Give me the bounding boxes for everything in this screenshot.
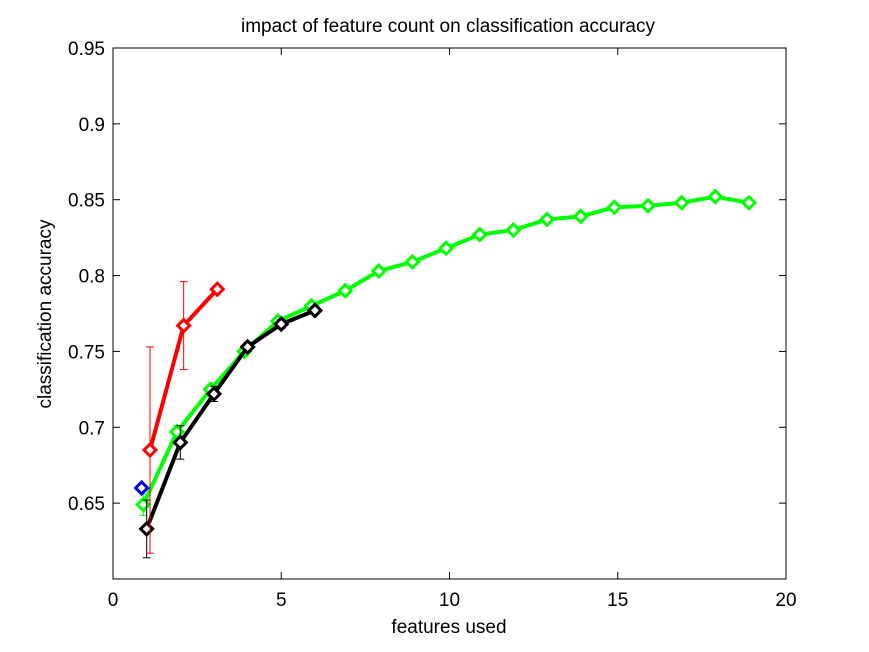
x-axis: 0 5 10 15 20 [108,48,797,611]
data-point-marker [370,262,387,280]
x-tick-label: 0 [108,590,119,611]
y-axis-label: classification accuracy [35,219,56,409]
y-tick-label: 0.65 [68,494,105,515]
data-point-marker [538,211,556,228]
series-layer [133,188,758,559]
y-axis: 0.65 0.7 0.75 0.8 0.85 0.9 0.95 [68,39,786,515]
y-tick-label: 0.9 [79,115,105,136]
data-point-marker [172,434,189,451]
y-tick-label: 0.95 [68,39,105,60]
data-point-marker [273,315,290,333]
data-point-marker [707,188,724,205]
y-tick-label: 0.8 [79,267,105,288]
data-point-marker [740,194,758,211]
plot-area [112,47,787,580]
x-tick-label: 10 [439,590,460,611]
data-point-marker [471,226,488,243]
data-point-marker [639,197,657,214]
data-point-marker [239,338,256,355]
data-point-marker [438,240,455,257]
data-point-marker [205,385,223,403]
x-tick-label: 15 [607,590,628,611]
y-tick-label: 0.7 [79,418,105,439]
y-tick-label: 0.85 [68,191,105,212]
x-tick-label: 20 [775,590,796,611]
chart-title: impact of feature count on classificatio… [241,16,655,37]
x-tick-label: 5 [276,590,287,611]
data-point-marker [209,281,226,298]
series-3 [141,281,226,554]
x-axis-label: features used [391,617,506,638]
data-point-marker [404,253,421,271]
y-tick-label: 0.75 [68,342,105,363]
data-point-marker [673,194,690,211]
series-4 [133,479,150,497]
data-point-marker [306,302,324,319]
data-point-marker [606,199,623,216]
data-point-marker [505,221,522,239]
series-2 [138,302,324,559]
data-point-marker [133,479,150,497]
data-point-marker [175,317,192,334]
data-point-marker [141,441,159,459]
data-point-marker [337,282,354,299]
data-point-marker [572,208,589,225]
